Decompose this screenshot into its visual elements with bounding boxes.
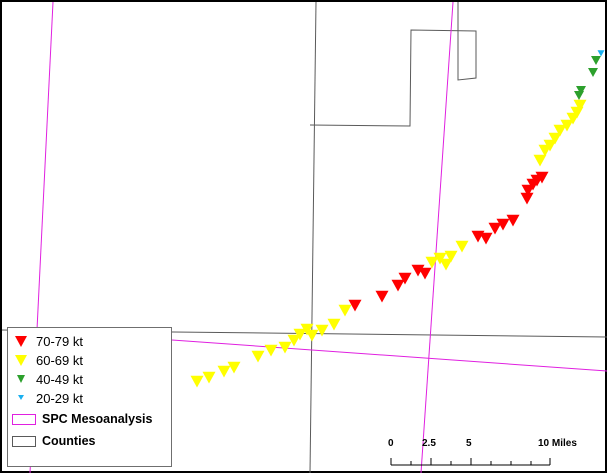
wind-report-marker	[338, 304, 352, 317]
county-line	[309, 1, 317, 473]
wind-report-marker	[375, 290, 389, 303]
wind-report-marker	[217, 365, 231, 378]
wind-report-marker	[305, 329, 319, 342]
legend-row-60: 60-69 kt	[12, 351, 83, 369]
wind-report-marker	[278, 341, 292, 354]
wind-report-marker	[348, 299, 362, 312]
wind-report-marker	[398, 272, 412, 285]
county-line	[309, 2, 477, 127]
green-triangle-icon	[12, 372, 30, 386]
wind-report-marker	[548, 132, 562, 145]
counties-swatch	[12, 435, 36, 447]
wind-report-marker	[418, 267, 432, 280]
scale-label: 10 Miles	[538, 438, 577, 449]
wind-report-marker	[227, 361, 241, 374]
wind-report-marker	[533, 154, 547, 167]
wind-report-marker	[479, 232, 493, 245]
wind-report-marker	[591, 56, 601, 65]
legend-row-counties: Counties	[12, 432, 95, 450]
wind-report-marker	[535, 171, 549, 184]
wind-report-marker	[444, 250, 458, 263]
scale-ticks	[390, 458, 551, 466]
legend-label: 40-49 kt	[36, 371, 83, 387]
spc-line	[171, 339, 607, 372]
wind-report-marker	[315, 324, 329, 337]
wind-report-marker	[521, 184, 535, 197]
wind-report-marker	[506, 214, 520, 227]
wind-report-marker	[520, 192, 534, 205]
scale-label: 0	[388, 438, 394, 449]
legend-label: 60-69 kt	[36, 352, 83, 368]
wind-report-marker	[251, 350, 265, 363]
legend-label: Counties	[42, 434, 96, 448]
wind-report-marker	[433, 252, 447, 265]
legend-row-40: 40-49 kt	[12, 370, 83, 388]
legend-row-20: 20-29 kt	[12, 389, 83, 407]
wind-report-marker	[573, 99, 587, 112]
wind-report-marker	[455, 240, 469, 253]
spc-line	[420, 1, 454, 473]
scale-bar: 0 2.5 5 10 Miles	[380, 438, 577, 468]
wind-report-marker	[588, 68, 598, 77]
wind-report-marker	[543, 139, 557, 152]
spc-swatch	[12, 413, 36, 425]
legend: 70-79 kt 60-69 kt 40-49 kt 20-29 kt SPC …	[7, 327, 172, 467]
wind-report-marker	[496, 218, 510, 231]
wind-report-marker	[576, 86, 586, 95]
legend-label: 20-29 kt	[36, 390, 83, 406]
wind-report-marker	[293, 328, 307, 341]
wind-report-marker	[574, 91, 584, 100]
wind-report-marker	[439, 258, 453, 271]
wind-report-marker	[411, 264, 425, 277]
wind-reports	[190, 50, 605, 388]
wind-report-marker	[425, 256, 439, 269]
wind-report-marker	[190, 375, 204, 388]
scale-label: 5	[466, 438, 472, 449]
wind-report-marker	[553, 124, 567, 137]
wind-report-marker	[202, 371, 216, 384]
blue-triangle-icon	[12, 391, 30, 405]
legend-row-spc: SPC Mesoanalysis	[12, 410, 152, 428]
wind-report-marker	[300, 323, 314, 336]
wind-report-marker	[327, 318, 341, 331]
wind-report-marker	[391, 279, 405, 292]
wind-report-marker	[287, 334, 301, 347]
wind-report-marker	[560, 119, 574, 132]
yellow-triangle-icon	[12, 353, 30, 367]
wind-report-marker	[264, 344, 278, 357]
legend-label: SPC Mesoanalysis	[42, 412, 153, 426]
wind-report-marker	[488, 222, 502, 235]
legend-row-70: 70-79 kt	[12, 332, 83, 350]
red-triangle-icon	[12, 334, 30, 348]
legend-label: 70-79 kt	[36, 333, 83, 349]
scale-label: 2.5	[422, 438, 436, 449]
wind-report-marker	[597, 50, 605, 57]
